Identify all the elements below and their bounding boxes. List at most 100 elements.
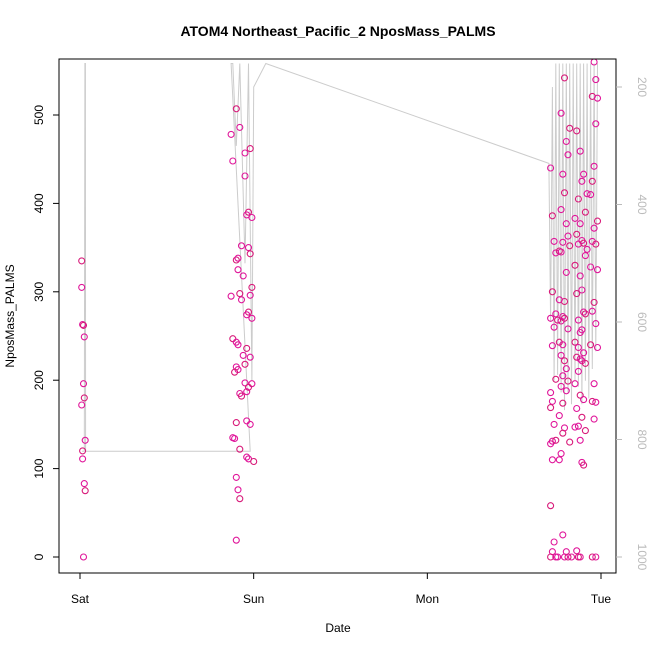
- data-point: [547, 440, 555, 448]
- plot-frame: [58, 58, 617, 574]
- data-point: [79, 380, 88, 388]
- data-point: [246, 420, 254, 428]
- x-tick-label: Tue: [591, 592, 612, 606]
- data-point: [559, 372, 567, 380]
- data-point: [79, 320, 87, 329]
- data-point: [583, 245, 591, 253]
- data-point: [573, 230, 581, 238]
- data-point: [571, 214, 579, 222]
- data-point: [241, 149, 249, 157]
- data-point: [80, 480, 88, 488]
- data-point: [574, 553, 582, 561]
- data-point: [560, 357, 569, 365]
- data-point: [562, 220, 570, 228]
- right-y-axis: 200 400 600 800 1000: [616, 77, 649, 571]
- data-point: [78, 283, 86, 291]
- data-point: [548, 288, 556, 296]
- data-point: [250, 457, 258, 466]
- data-point: [243, 211, 251, 219]
- data-point: [241, 360, 249, 368]
- data-point: [576, 147, 584, 155]
- data-point: [79, 553, 88, 561]
- right-y-tick-label: 800: [635, 429, 649, 449]
- x-tick-label: Sat: [71, 592, 90, 606]
- data-point: [587, 341, 595, 349]
- data-point: [576, 436, 584, 444]
- data-point: [562, 365, 570, 373]
- data-point: [557, 317, 565, 325]
- data-point: [246, 353, 254, 361]
- data-point: [548, 212, 556, 220]
- data-point: [573, 353, 581, 361]
- data-point: [559, 429, 567, 437]
- data-point: [555, 456, 563, 464]
- y-tick-label: 400: [32, 193, 46, 213]
- data-point: [229, 335, 237, 343]
- data-point: [593, 94, 602, 102]
- data-point: [243, 344, 251, 352]
- data-point: [571, 338, 579, 346]
- data-point: [564, 151, 572, 159]
- data-point: [571, 380, 579, 388]
- y-tick-label: 500: [32, 105, 46, 125]
- data-point: [243, 311, 251, 319]
- data-point: [246, 291, 254, 299]
- data-point: [581, 310, 589, 318]
- data-point: [574, 316, 582, 324]
- data-point: [574, 367, 582, 375]
- data-point: [559, 399, 567, 407]
- data-point: [588, 307, 596, 315]
- data-point: [243, 388, 251, 396]
- data-point: [80, 333, 88, 341]
- data-point: [576, 272, 584, 280]
- data-point: [559, 238, 567, 246]
- data-point: [232, 419, 240, 427]
- data-point: [557, 206, 565, 214]
- data-point: [566, 438, 574, 446]
- data-point: [236, 123, 244, 131]
- data-point: [593, 217, 602, 225]
- data-point: [244, 244, 253, 252]
- data-point: [547, 389, 555, 397]
- data-point: [592, 553, 600, 561]
- data-point: [590, 380, 598, 388]
- data-point: [552, 249, 560, 257]
- data-point: [580, 396, 588, 404]
- data-point: [593, 343, 602, 352]
- data-point: [237, 296, 246, 304]
- data-point: [559, 341, 567, 349]
- data-point: [560, 553, 569, 561]
- right-y-tick-label: 1000: [635, 544, 649, 571]
- data-point: [578, 286, 586, 294]
- data-point: [232, 473, 240, 481]
- data-point: [547, 553, 555, 561]
- data-point: [243, 453, 251, 461]
- data-point: [79, 447, 87, 455]
- y-tick-label: 0: [32, 553, 46, 560]
- data-point: [587, 263, 595, 271]
- data-point: [227, 130, 235, 138]
- data-point: [234, 266, 242, 274]
- data-point: [576, 355, 584, 363]
- data-point: [236, 445, 244, 453]
- data-point: [562, 137, 570, 146]
- data-point: [552, 310, 560, 318]
- x-tick-label: Mon: [416, 592, 439, 606]
- pressure-trace-line: [82, 62, 598, 452]
- data-point: [550, 237, 558, 245]
- data-point: [574, 195, 582, 203]
- data-point: [573, 404, 581, 413]
- data-point: [246, 145, 254, 153]
- data-point: [557, 109, 565, 117]
- x-axis: Sat Sun Mon Tue: [71, 573, 611, 606]
- data-point: [231, 434, 239, 443]
- data-point: [548, 397, 556, 405]
- data-point: [559, 531, 567, 539]
- data-point: [573, 290, 581, 298]
- data-point: [583, 190, 591, 198]
- data-point: [241, 379, 249, 387]
- data-point: [234, 254, 242, 262]
- data-point: [557, 450, 565, 458]
- data-point: [573, 547, 581, 555]
- data-point: [548, 342, 556, 350]
